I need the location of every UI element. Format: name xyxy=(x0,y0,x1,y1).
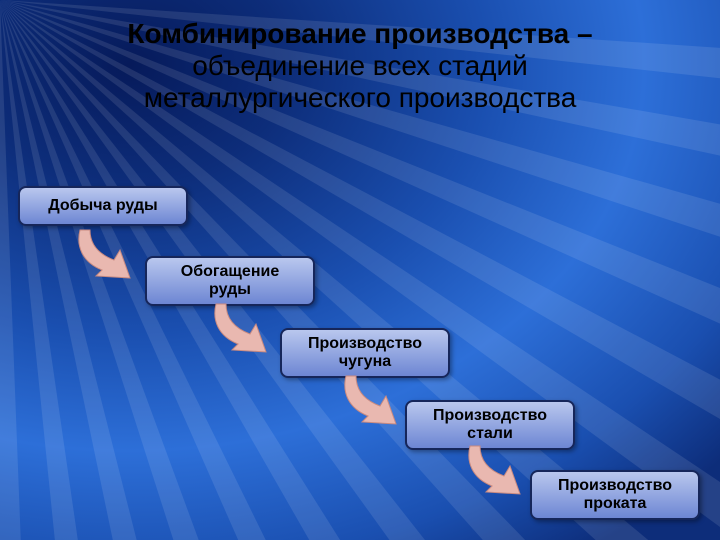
arrow-icon-4 xyxy=(462,442,532,497)
stage-label: Производство стали xyxy=(433,407,547,444)
stage-box-1: Добыча руды xyxy=(18,186,188,226)
stage-label: Добыча руды xyxy=(48,197,157,215)
stage-box-5: Производство проката xyxy=(530,470,700,520)
arrow-icon-2 xyxy=(208,300,278,355)
arrow-icon-1 xyxy=(72,226,142,281)
stage-label: Производство чугуна xyxy=(308,335,422,372)
stage-box-3: Производство чугуна xyxy=(280,328,450,378)
stage-label: Обогащение руды xyxy=(181,263,279,300)
title-line-1: Комбинирование производства – xyxy=(40,18,680,50)
stage-label: Производство проката xyxy=(558,477,672,514)
title-line-2b: металлургического производства xyxy=(40,82,680,114)
title-line-2a: объединение всех стадий xyxy=(40,50,680,82)
slide: Комбинирование производства – объединени… xyxy=(0,0,720,540)
stage-box-2: Обогащение руды xyxy=(145,256,315,306)
title-block: Комбинирование производства – объединени… xyxy=(40,18,680,114)
arrow-icon-3 xyxy=(338,372,408,427)
